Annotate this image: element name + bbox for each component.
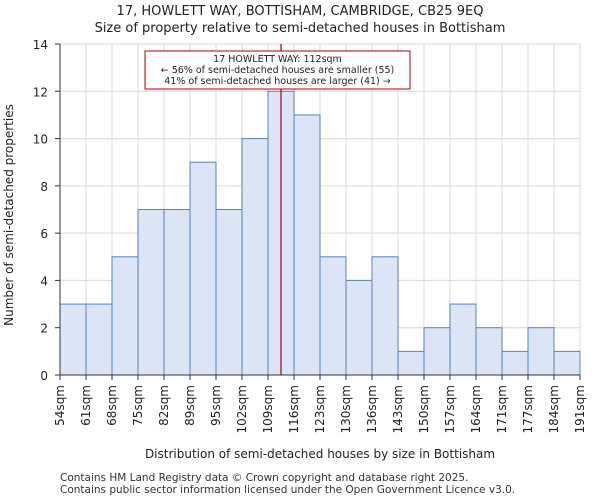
annotation-line-3: 41% of semi-detached houses are larger (… <box>164 76 391 87</box>
x-tick-label: 157sqm <box>443 385 457 433</box>
footer-line-2: Contains public sector information licen… <box>60 484 516 496</box>
x-tick-label: 116sqm <box>287 385 301 433</box>
axes: 0 2 4 6 8 10 12 14 54sqm 61sqm 68sqm 75sqm 82sqm 89sq… <box>33 38 587 433</box>
y-axis-label: Number of semi-detached properties <box>2 104 16 326</box>
bar-184sqm <box>553 350 581 376</box>
bar-102sqm <box>241 138 269 376</box>
bar-116sqm <box>293 114 321 376</box>
annotation-box: 17 HOWLETT WAY: 112sqm← 56% of semi-deta… <box>144 50 411 90</box>
x-tick-label: 130sqm <box>339 385 353 433</box>
x-tick-label: 191sqm <box>573 385 587 433</box>
bar-171sqm <box>501 350 529 376</box>
annotation-frame <box>144 50 411 90</box>
chart-area: 0 2 4 6 8 10 12 14 54sqm 61sqm 68sqm 75sqm 82sqm 89sq… <box>2 38 587 461</box>
y-tick-label: 0 <box>40 369 48 383</box>
y-tick-label: 12 <box>33 85 48 99</box>
x-tick-label: 171sqm <box>495 385 509 433</box>
bar-177sqm <box>527 327 555 376</box>
x-tick-label: 177sqm <box>521 385 535 433</box>
x-tick-label: 136sqm <box>365 385 379 433</box>
bar-164sqm <box>475 327 503 376</box>
x-tick-label: 184sqm <box>547 385 561 433</box>
y-tick-label: 6 <box>40 227 48 241</box>
y-tick-label: 10 <box>33 133 48 147</box>
annotation-line-2: ← 56% of semi-detached houses are smalle… <box>161 65 395 76</box>
bar-150sqm <box>423 327 451 376</box>
bar-75sqm <box>137 209 165 376</box>
bar-68sqm <box>111 256 139 376</box>
bar-123sqm <box>319 256 347 376</box>
bar-61sqm <box>85 303 113 376</box>
bar-130sqm <box>345 279 373 376</box>
x-tick-label: 143sqm <box>391 385 405 433</box>
x-tick-label: 89sqm <box>183 385 197 426</box>
y-tick-label: 14 <box>33 38 48 52</box>
bar-157sqm <box>449 303 477 376</box>
x-tick-label: 68sqm <box>105 385 119 426</box>
y-tick-label: 2 <box>40 322 48 336</box>
chart-title: 17, HOWLETT WAY, BOTTISHAM, CAMBRIDGE, C… <box>116 4 484 19</box>
chart-subtitle: Size of property relative to semi-detach… <box>94 21 506 36</box>
x-tick-label: 123sqm <box>313 385 327 433</box>
bar-82sqm <box>163 209 191 376</box>
x-tick-label: 150sqm <box>417 385 431 433</box>
x-tick-label: 102sqm <box>235 385 249 433</box>
y-tick-label: 4 <box>40 274 48 288</box>
x-tick-label: 109sqm <box>261 385 275 433</box>
bar-143sqm <box>397 350 425 376</box>
x-tick-label: 164sqm <box>469 385 483 433</box>
bar-136sqm <box>371 256 399 376</box>
x-tick-label: 61sqm <box>79 385 93 426</box>
x-axis-label: Distribution of semi-detached houses by … <box>145 447 495 461</box>
x-tick-label: 54sqm <box>53 385 67 426</box>
x-tick-label: 82sqm <box>157 385 171 426</box>
y-tick-label: 8 <box>40 180 48 194</box>
footer-line-1: Contains HM Land Registry data © Crown c… <box>60 472 469 484</box>
bar-54sqm <box>59 303 87 376</box>
bar-95sqm <box>215 209 243 376</box>
x-tick-label: 95sqm <box>209 385 223 426</box>
annotation-line-1: 17 HOWLETT WAY: 112sqm <box>213 54 342 65</box>
x-tick-label: 75sqm <box>131 385 145 426</box>
bar-89sqm <box>189 161 217 376</box>
